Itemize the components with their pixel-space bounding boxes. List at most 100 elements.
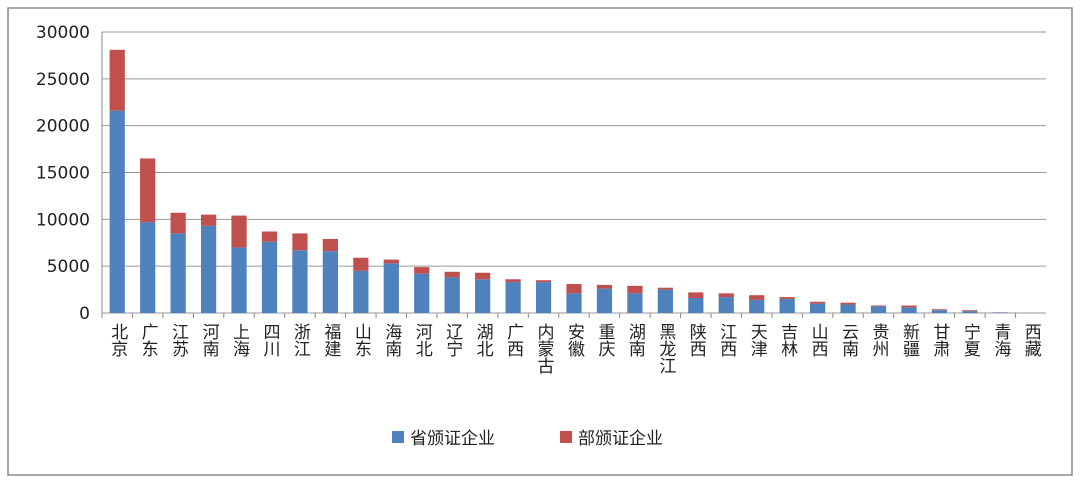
x-tick-label: 北京 [107,323,128,358]
bar-segment [749,295,764,300]
bar-segment [414,274,429,313]
bar-segment [171,213,186,234]
bar-segment [323,239,338,251]
bar-segment [749,300,764,313]
x-tick-label: 湖南 [625,323,646,357]
bar-segment [353,258,368,271]
x-tick-label: 安徽 [564,323,585,357]
bar-segment [932,310,947,313]
bar-segment [536,282,551,313]
x-tick-label: 陕西 [686,323,706,357]
x-tick-label: 山东 [351,323,371,357]
x-tick-label: 湖北 [473,323,494,357]
x-tick-label: 吉林 [777,323,798,357]
bar-segment [597,289,612,313]
x-tick-label: 河北 [412,323,433,357]
x-tick-label: 广东 [138,323,159,357]
x-tick-label: 云南 [838,323,859,357]
chart-border [8,8,1072,475]
x-tick-label: 广西 [503,323,524,357]
bar-segment [384,263,399,313]
bar-segment [292,250,307,313]
y-tick-label: 30000 [36,23,90,43]
bar-segment [262,232,277,242]
x-tick-label: 贵州 [869,323,890,357]
bar-segment [171,233,186,313]
bar-segment [566,293,581,313]
bar-segment [505,282,520,313]
bar-segment [201,226,216,313]
bar-segment [505,279,520,282]
y-tick-label: 25000 [36,70,90,90]
x-tick-label: 浙江 [290,323,311,357]
bar-segment [140,222,155,313]
bar-segment [688,292,703,298]
bar-segment [414,267,429,274]
bar-segment [140,158,155,222]
y-tick-label: 10000 [36,210,90,230]
bar-segment [810,302,825,304]
y-tick-label: 5000 [47,257,90,277]
bar-segment [780,299,795,313]
x-tick-label: 海南 [381,323,402,357]
legend-label: 省颁证企业 [410,429,495,449]
x-tick-label: 江苏 [168,323,189,358]
x-tick-label: 黑龙江 [655,323,676,374]
bar-segment [475,273,490,280]
bar-segment [932,309,947,310]
x-tick-label: 四川 [259,323,280,357]
x-tick-label: 山西 [808,323,828,357]
bar-segment [231,247,246,313]
bar-segment [384,260,399,264]
x-tick-label: 辽宁 [442,323,463,357]
bar-segment [597,285,612,289]
x-tick-label: 宁夏 [960,323,981,357]
bar-segment [627,286,642,293]
y-tick-label: 20000 [36,117,90,137]
x-tick-label: 甘肃 [929,323,950,357]
bar-segment [323,251,338,313]
x-tick-label: 上海 [229,323,250,358]
bar-segment [353,271,368,313]
bar-segment [719,293,734,297]
bar-segment [840,303,855,305]
bar-segment [962,311,977,313]
bar-segment [901,307,916,313]
bar-segment [566,284,581,293]
bar-segment [658,290,673,313]
bar-segment [201,215,216,226]
bar-segment [110,50,125,111]
legend-swatch [560,431,572,443]
bar-segment [231,216,246,248]
bar-segment [688,298,703,313]
x-tick-label: 河南 [199,323,220,357]
x-tick-label: 重庆 [594,323,615,357]
bar-segment [292,233,307,250]
x-tick-label: 天津 [747,323,768,357]
bar-segment [475,279,490,313]
x-tick-label: 西藏 [1021,323,1042,358]
x-tick-label: 江西 [716,323,737,357]
bar-segment [445,277,460,313]
legend-label: 部颁证企业 [578,429,663,449]
x-tick-label: 新疆 [899,323,920,357]
x-tick-label: 青海 [990,323,1011,358]
bar-segment [536,280,551,282]
bar-segment [658,288,673,290]
x-tick-label: 福建 [320,323,341,357]
x-tick-label: 内蒙古 [534,323,555,374]
bar-segment [871,306,886,313]
bar-segment [780,297,795,299]
y-tick-label: 0 [79,304,90,324]
bar-segment [901,306,916,308]
bar-segment [627,293,642,313]
y-tick-label: 15000 [36,164,90,184]
bar-segment [262,242,277,313]
bar-segment [962,310,977,311]
bar-segment [445,272,460,278]
bar-segment [810,304,825,313]
bar-segment [110,111,125,313]
bar-segment [840,305,855,313]
bar-segment [719,297,734,313]
